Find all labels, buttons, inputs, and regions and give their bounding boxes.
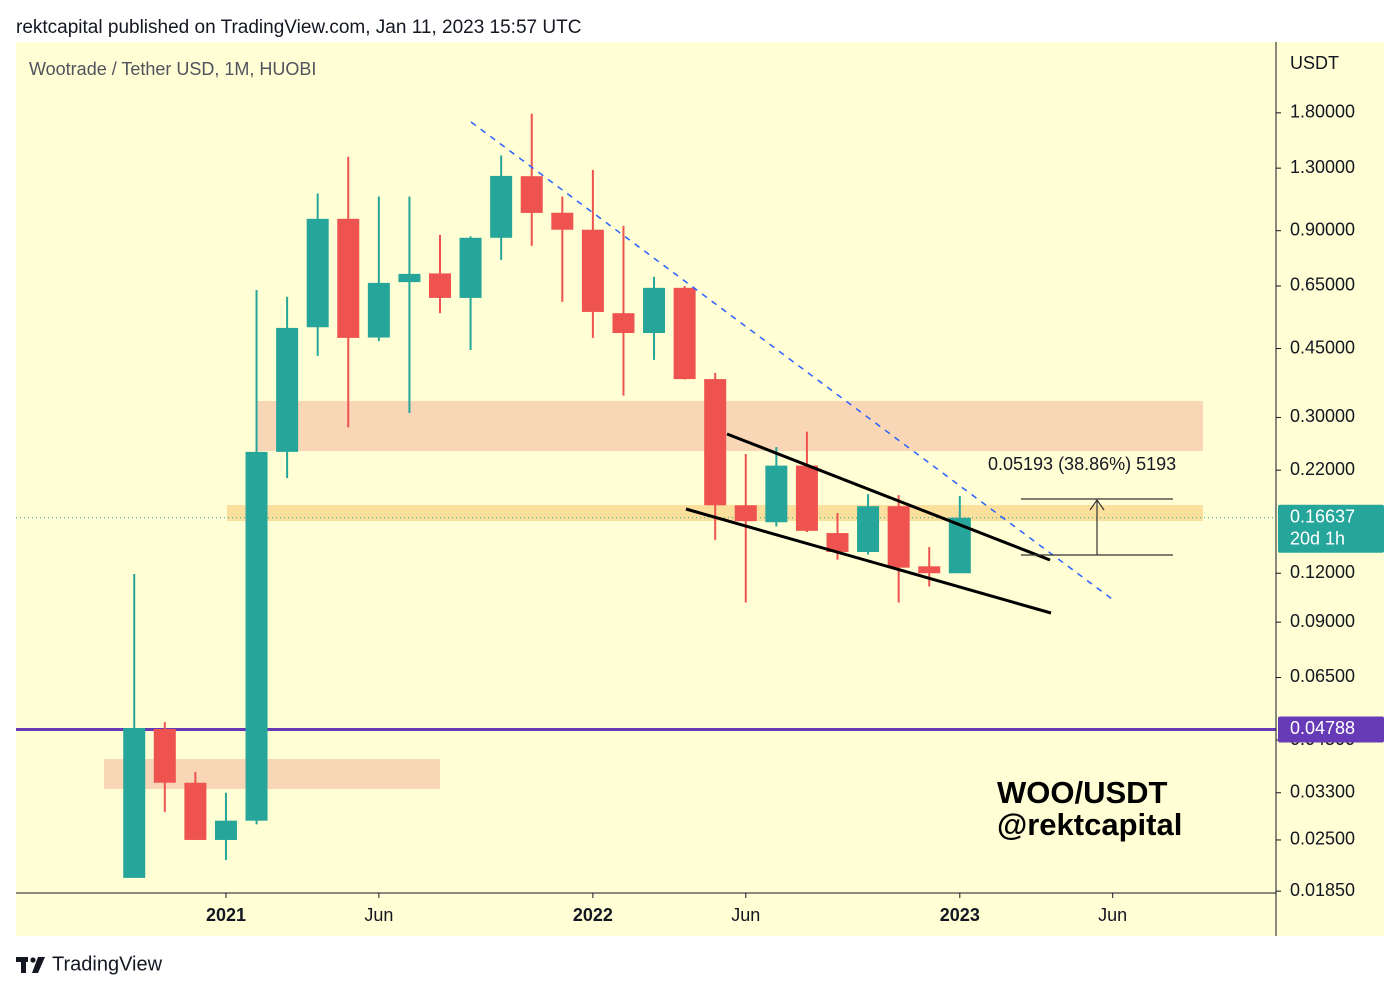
price-badge	[1278, 504, 1384, 553]
measure-arrowhead	[1089, 498, 1105, 511]
candle-body	[367, 282, 390, 338]
y-axis-label: USDT	[1290, 53, 1339, 73]
candle-body	[459, 237, 482, 298]
wedge-upper-line	[726, 432, 1051, 562]
logo-part	[30, 957, 36, 963]
x-tick-label: Jun	[364, 905, 393, 925]
candle-body	[337, 218, 360, 338]
candle-body	[123, 727, 146, 878]
logo-part	[21, 957, 26, 973]
candle-body	[306, 218, 329, 328]
x-tick-label: Jun	[1098, 905, 1127, 925]
countdown-label: 20d 1h	[1290, 528, 1345, 548]
y-tick-label: 0.65000	[1290, 275, 1355, 295]
y-tick-label: 1.30000	[1290, 157, 1355, 177]
y-tick-label: 0.90000	[1290, 219, 1355, 239]
price-badge-label: 0.16637	[1290, 506, 1355, 526]
x-tick-label: Jun	[731, 905, 760, 925]
price-badge-label: 0.04788	[1290, 718, 1355, 738]
y-tick-label: 1.80000	[1290, 102, 1355, 122]
axes: 1.80000 1.30000 0.90000 0.65000 0.45000 0.300…	[206, 102, 1384, 925]
y-tick-label: 0.45000	[1290, 337, 1355, 357]
footer-brand: TradingView	[52, 953, 163, 975]
drawings	[470, 121, 1173, 615]
resistance-zone	[257, 401, 1203, 451]
candle-body	[734, 505, 757, 522]
x-tick-label: 2023	[940, 905, 980, 925]
y-tick-label: 0.01850	[1290, 880, 1355, 900]
candle-body	[398, 273, 421, 283]
candle-body	[276, 327, 299, 452]
measure-label: 0.05193 (38.86%) 5193	[988, 454, 1176, 474]
x-tick-label: 2021	[206, 905, 246, 925]
y-tick-label: 0.30000	[1290, 406, 1355, 426]
tradingview-logo	[16, 957, 45, 973]
candle-body	[429, 273, 451, 298]
y-tick-label: 0.03300	[1290, 782, 1355, 802]
candle-body	[490, 175, 513, 238]
candle-body	[551, 212, 574, 230]
logo-part	[32, 957, 45, 973]
candle-body	[826, 533, 849, 552]
candle-body	[673, 287, 696, 380]
candle-body	[184, 782, 207, 840]
candle-body	[153, 729, 176, 783]
candle-body	[918, 566, 941, 574]
candle-body	[887, 506, 910, 568]
candle-body	[795, 465, 818, 531]
y-tick-label: 0.09000	[1290, 611, 1355, 631]
candle-body	[857, 506, 880, 552]
candle-body	[581, 229, 604, 312]
chart-title: Wootrade / Tether USD, 1M, HUOBI	[29, 59, 316, 79]
candle-body	[765, 465, 788, 523]
dashed-trendline	[470, 121, 1113, 600]
y-tick-label: 0.22000	[1290, 459, 1355, 479]
price-badge	[1278, 716, 1384, 743]
watermark-author: @rektcapital	[997, 807, 1182, 842]
x-tick-label: 2022	[573, 905, 613, 925]
wedge-lower-line	[685, 507, 1052, 615]
candle-body	[948, 517, 971, 574]
watermark-pair: WOO/USDT	[997, 775, 1168, 810]
candle-body	[612, 313, 635, 334]
candle-body	[704, 379, 727, 506]
y-tick-label: 0.12000	[1290, 562, 1355, 582]
chart-background	[16, 42, 1384, 936]
header: rektcapital published on TradingView.com…	[16, 17, 581, 38]
candle-body	[643, 287, 666, 334]
candle-body	[214, 820, 237, 840]
candles	[123, 113, 971, 878]
price-lines	[16, 517, 1276, 731]
candle-body	[520, 176, 543, 213]
candle-body	[245, 451, 268, 821]
y-tick-label: 0.02500	[1290, 829, 1355, 849]
y-tick-label: 0.06500	[1290, 666, 1355, 686]
